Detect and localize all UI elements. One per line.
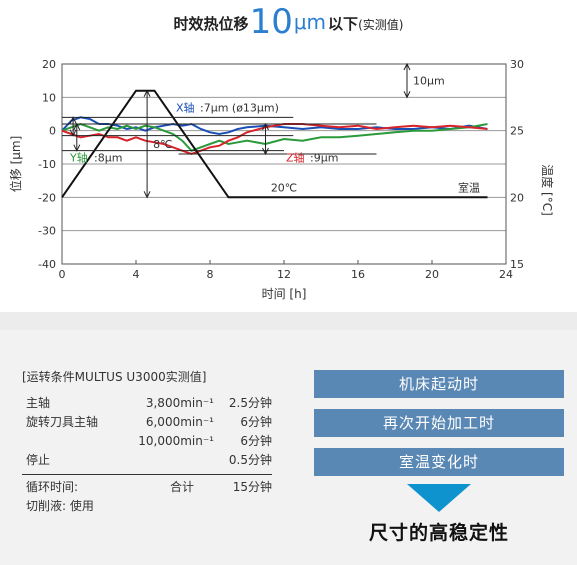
y-tick-label: -30 (38, 225, 56, 238)
y-axis-annotation: Y轴 (69, 150, 88, 164)
step-restart-machining: 再次开始加工时 (314, 409, 564, 437)
room-temp-label: 室温 (458, 180, 480, 194)
range-10um-arrow-head (403, 62, 411, 71)
condition-row: 10,000min⁻¹ 6分钟 (22, 432, 272, 451)
y-band-arrow-head (73, 144, 81, 152)
condition-label: 主轴 (26, 396, 51, 410)
chart-series (61, 89, 488, 199)
x-axis-label: 时间 [h] (262, 287, 307, 301)
y-tick-label: -10 (38, 158, 56, 171)
temp-rise-arrow-head (143, 89, 151, 97)
temp-level-label: 20℃ (271, 181, 297, 194)
down-arrow-icon (407, 484, 471, 512)
condition-time: 0.5分钟 (228, 453, 272, 467)
y-right-tick-label: 30 (510, 58, 524, 71)
page-title: 时效热位移10μm 以下(实测值) (0, 2, 577, 42)
y-tick-label: -40 (38, 258, 56, 271)
z-axis-value: :9μm (310, 151, 338, 164)
conditions-header: [运转条件MULTUS U3000实测值] (22, 370, 207, 384)
x-tick-label: 16 (351, 268, 365, 281)
y-axis-value: :8μm (94, 151, 122, 164)
condition-speed: 3,800min⁻¹ (145, 396, 214, 410)
coolant-text: 切削液: 使用 (26, 499, 94, 513)
result-text: 尺寸的高稳定性 (368, 522, 509, 544)
x-band-arrow-head (69, 116, 77, 124)
title-note: (实测值) (358, 18, 404, 32)
x-band-arrow-head (69, 129, 77, 137)
condition-label: 旋转刀具主轴 (26, 415, 99, 429)
range-10um-label: 10μm (413, 75, 445, 88)
z-band-arrow-head (262, 147, 269, 156)
section-divider (0, 312, 577, 330)
chart-grid (62, 63, 506, 265)
step-machine-start: 机床起动时 (314, 370, 564, 398)
condition-row: 旋转刀具主轴 6,000min⁻¹ 6分钟 (22, 413, 272, 432)
x-axis-annotation: X轴 (176, 100, 195, 114)
z-axis-annotation: Z轴 (286, 150, 305, 164)
range-10um-arrow-head (403, 91, 411, 99)
condition-time: 2.5分钟 (228, 396, 272, 410)
x-axis-value: :7μm (ø13μm) (200, 101, 279, 114)
y-axis-left-label: 位移 [μm] (8, 136, 23, 193)
condition-row: 停止 0.5分钟 (22, 451, 272, 470)
y-right-tick-label: 20 (510, 191, 524, 204)
series-line (61, 123, 488, 156)
condition-row: 主轴 3,800min⁻¹ 2.5分钟 (22, 394, 272, 413)
cycle-label: 循环时间: (26, 480, 79, 494)
z-band-arrow-head (262, 122, 269, 131)
y-tick-label: -20 (38, 191, 56, 204)
chart-panel (0, 0, 577, 312)
title-suffix: 以下 (328, 15, 359, 33)
y-right-tick-label: 25 (510, 125, 524, 138)
x-tick-label: 8 (207, 268, 214, 281)
title-unit: μm (293, 10, 327, 34)
chart-annotations: 10μm X轴 :7μm (ø13μm) Y轴 :8μm Z轴 :9μm 8℃ 20℃ 室温 (62, 62, 480, 199)
x-tick-label: 20 (425, 268, 439, 281)
condition-time: 6分钟 (240, 415, 272, 429)
condition-time: 6分钟 (240, 434, 272, 448)
y-band-arrow-head (73, 122, 81, 131)
title-prefix: 时效热位移 (173, 15, 249, 33)
title-value: 10 (249, 2, 293, 42)
x-tick-label: 4 (133, 268, 140, 281)
temp-rise-arrow-head (143, 191, 151, 199)
y-tick-label: 20 (42, 58, 56, 71)
condition-speed: 6,000min⁻¹ (145, 415, 214, 429)
info-panel (0, 312, 577, 565)
chart-axes: 20 10 0 -10 -20 -30 -40 30 25 20 15 0 4 8 12 16 20 24 (38, 58, 524, 281)
condition-label: 停止 (26, 453, 51, 467)
operating-conditions: [运转条件MULTUS U3000实测值] 主轴 3,800min⁻¹ 2.5分… (22, 368, 272, 516)
conditions-divider (22, 474, 272, 475)
temp-rise-label: 8℃ (153, 138, 172, 151)
coolant-row: 切削液: 使用 (22, 497, 272, 516)
step-room-temp-change: 室温变化时 (314, 448, 564, 476)
x-tick-label: 24 (499, 268, 513, 281)
y-tick-label: 10 (42, 91, 56, 104)
cycle-row: 循环时间: 合计 15分钟 (22, 478, 272, 497)
series-line (61, 89, 488, 199)
cycle-total-label: 合计 (170, 480, 195, 494)
y-axis-right-label: 温度 [°C] (540, 164, 555, 216)
series-line (61, 122, 488, 152)
x-tick-label: 12 (277, 268, 291, 281)
x-tick-label: 0 (59, 268, 66, 281)
y-right-tick-label: 15 (510, 258, 524, 271)
cycle-total: 15分钟 (232, 480, 272, 494)
condition-speed: 10,000min⁻¹ (138, 434, 214, 448)
y-tick-label: 0 (49, 125, 56, 138)
displacement-chart: 20 10 0 -10 -20 -30 -40 30 25 20 15 0 4 8 12 16 20 24 10μ… (8, 58, 555, 301)
